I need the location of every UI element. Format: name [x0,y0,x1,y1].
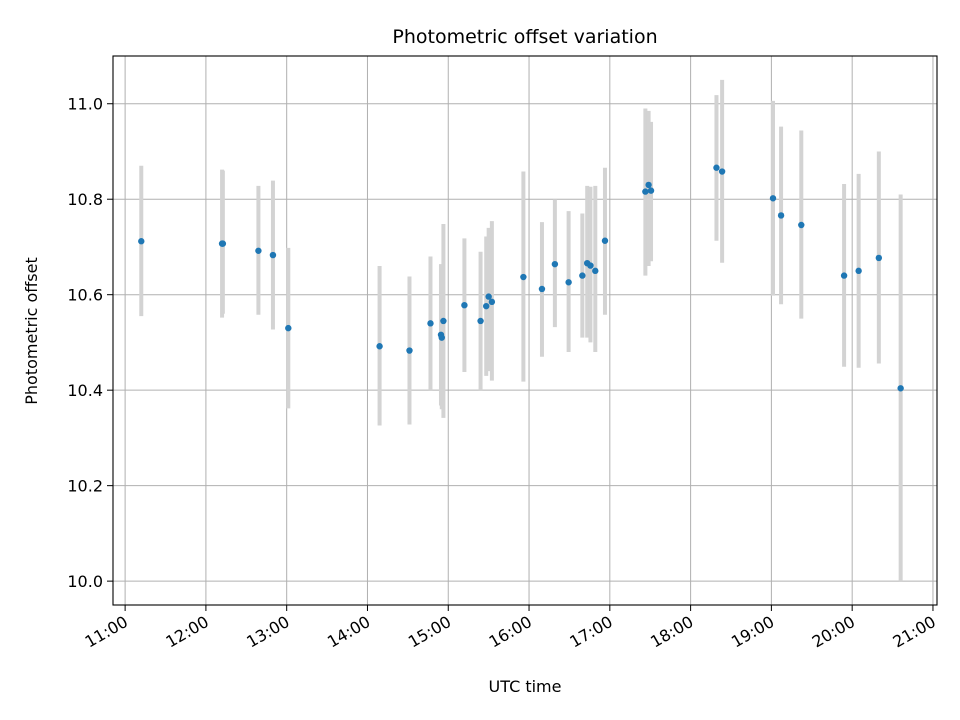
data-point [485,293,492,300]
x-tick-label: 17:00 [566,612,615,652]
x-tick-label: 21:00 [890,612,939,652]
data-point [551,260,559,268]
data-point [713,164,720,171]
y-tick-label: 10.8 [67,190,103,209]
y-tick-label: 10.6 [67,286,103,305]
x-tick-label: 15:00 [405,612,454,652]
x-tick-label: 14:00 [324,612,373,652]
data-point [897,385,904,392]
y-tick-label: 10.2 [67,477,103,496]
x-axis: 11:00 12:00 13:00 14:00 15:00 16:00 17:00 18:00… [82,605,939,652]
data-point [647,187,655,194]
data-point [601,237,609,244]
data-point [587,262,594,269]
data-point [565,279,572,286]
plot-frame [112,55,938,606]
data-point [285,324,292,332]
data-point [219,240,227,247]
data-point [718,168,726,175]
x-tick-label: 20:00 [809,612,858,652]
data-point [440,317,447,325]
data-point [406,347,413,354]
data-point [461,301,468,309]
data-point [438,334,445,341]
data-point [427,320,434,327]
x-tick-label: 16:00 [486,612,535,652]
data-point [798,221,805,229]
y-tick-label: 11.0 [67,95,103,114]
x-axis-title: UTC time [489,677,562,696]
data-point [269,251,277,259]
y-axis-title: Photometric offset [22,257,41,405]
data-point [579,272,586,279]
data-points [138,164,904,392]
data-point [592,267,599,275]
y-tick-label: 10.0 [67,572,103,591]
y-axis: 10.0 10.2 10.4 10.6 10.8 11.0 [67,95,113,591]
error-bars [139,79,903,582]
x-tick-label: 18:00 [647,612,696,652]
x-tick-label: 11:00 [82,612,131,652]
data-point [138,238,145,245]
data-point [376,343,383,350]
x-tick-label: 13:00 [243,612,292,652]
data-point [642,188,649,195]
grid [113,56,937,605]
data-point [840,272,848,279]
data-point [488,298,496,306]
data-point [769,195,777,202]
x-tick-label: 12:00 [162,612,211,652]
chart-title: Photometric offset variation [392,26,657,48]
data-point [855,267,862,275]
data-point [477,317,484,325]
data-point [520,273,527,281]
data-point [483,302,490,310]
data-point [777,212,785,219]
data-point [875,254,883,262]
data-point [255,247,262,254]
data-point [538,285,546,293]
data-point [645,181,652,189]
y-tick-label: 10.4 [67,381,103,400]
x-tick-label: 19:00 [728,612,777,652]
